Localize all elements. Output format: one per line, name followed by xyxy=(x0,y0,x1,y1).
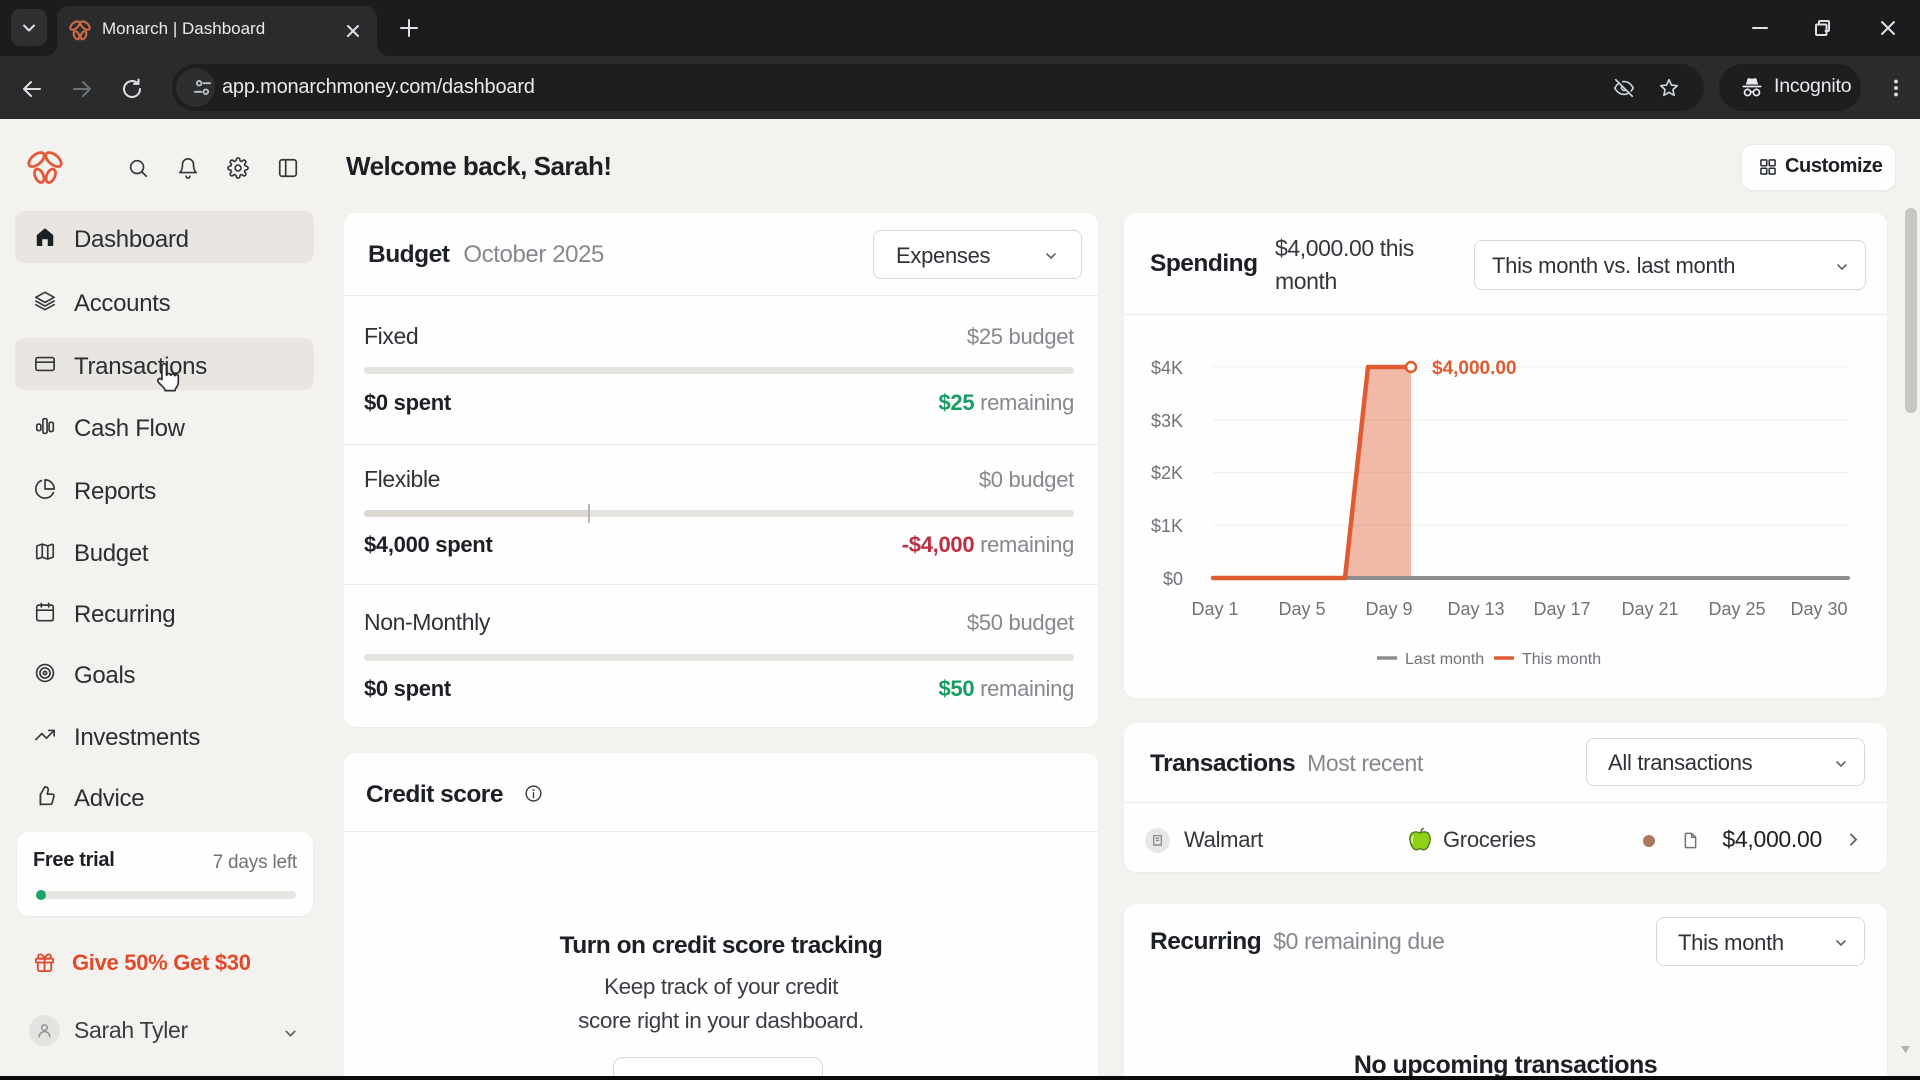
svg-text:Day 25: Day 25 xyxy=(1708,599,1765,619)
svg-text:$4,000.00: $4,000.00 xyxy=(1432,358,1517,379)
svg-text:Day 21: Day 21 xyxy=(1621,599,1678,619)
svg-text:$2K: $2K xyxy=(1151,463,1183,483)
svg-text:$4K: $4K xyxy=(1151,358,1183,378)
svg-text:Day 9: Day 9 xyxy=(1365,599,1412,619)
svg-text:$1K: $1K xyxy=(1151,516,1183,536)
svg-text:Day 5: Day 5 xyxy=(1278,599,1325,619)
svg-text:$3K: $3K xyxy=(1151,411,1183,431)
svg-text:Day 17: Day 17 xyxy=(1533,599,1590,619)
svg-text:Day 1: Day 1 xyxy=(1191,599,1238,619)
svg-text:Last month: Last month xyxy=(1405,651,1484,668)
svg-text:$0: $0 xyxy=(1163,569,1183,589)
svg-text:Day 30: Day 30 xyxy=(1790,599,1847,619)
svg-text:Day 13: Day 13 xyxy=(1447,599,1504,619)
svg-text:This month: This month xyxy=(1522,651,1601,668)
